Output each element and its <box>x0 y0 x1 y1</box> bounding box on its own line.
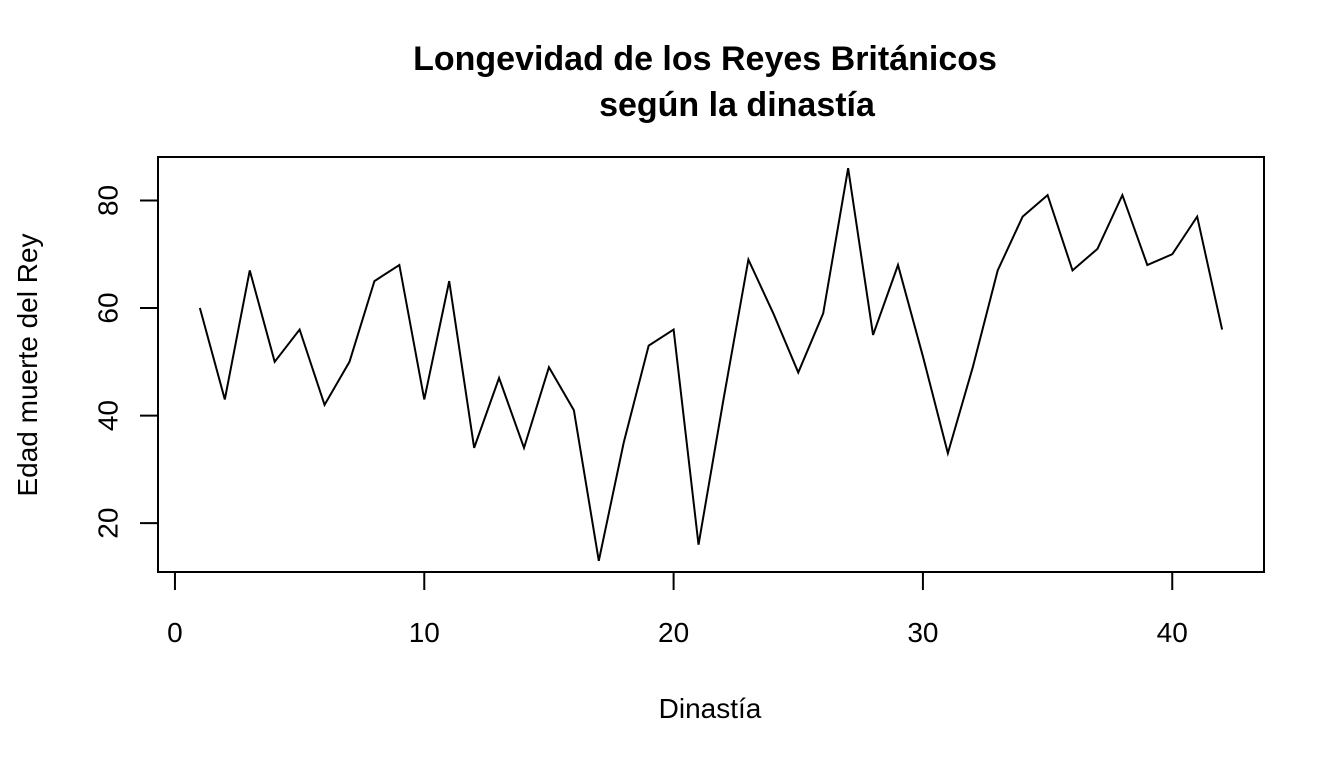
series-layer <box>198 168 1224 562</box>
series-line <box>198 168 1224 562</box>
plot-frame <box>157 156 1265 573</box>
x-tick-label: 40 <box>1157 617 1188 648</box>
x-tick-label: 30 <box>907 617 938 648</box>
x-tick-label: 20 <box>658 617 689 648</box>
y-tick-label: 20 <box>92 508 123 539</box>
chart-title-line-1: Longevidad de los Reyes Británicos <box>413 40 997 78</box>
x-tick-label: 0 <box>167 617 183 648</box>
y-tick-label: 40 <box>92 400 123 431</box>
chart-title-line-2: según la dinastía <box>599 86 876 124</box>
x-tick-label: 10 <box>409 617 440 648</box>
x-axis-label: Dinastía <box>659 693 762 724</box>
y-tick-label: 80 <box>92 185 123 216</box>
x-axis: 0 10 20 30 40 <box>167 571 1188 648</box>
y-tick-label: 60 <box>92 292 123 323</box>
y-axis: 20 40 60 80 <box>92 185 159 539</box>
y-axis-label: Edad muerte del Rey <box>12 233 43 496</box>
